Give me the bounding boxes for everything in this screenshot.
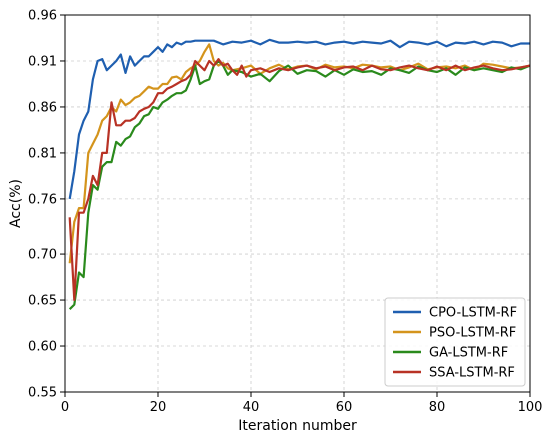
legend-label: GA-LSTM-RF	[429, 346, 508, 361]
x-tick-label: 20	[150, 400, 167, 415]
series-line-1	[68, 43, 531, 264]
y-tick-label: 0.91	[28, 54, 57, 69]
x-tick-label: 40	[243, 400, 260, 415]
series-line-0	[68, 38, 530, 200]
legend-box	[384, 297, 526, 387]
y-tick-label: 0.86	[28, 100, 57, 115]
x-tick-label: 0	[61, 400, 69, 415]
legend-label: PSO-LSTM-RF	[429, 326, 516, 341]
y-tick-label: 0.76	[28, 192, 57, 207]
legend: CPO-LSTM-RF PSO-LSTM-RF GA-LSTM-RF SSA-LSTM…	[384, 297, 526, 387]
x-axis-label: Iteration number	[238, 418, 357, 434]
legend-label: CPO-LSTM-RF	[429, 306, 517, 321]
x-tick-label: 100	[518, 400, 543, 415]
y-axis-label: Acc(%)	[8, 179, 24, 228]
y-axis-ticks: 0.55 0.60 0.65 0.70 0.76 0.81 0.86 0.91 0.96	[28, 9, 65, 401]
series-lines	[68, 38, 531, 310]
y-tick-label: 0.96	[28, 9, 57, 24]
x-axis-ticks: 0 20 40 60 80 100	[61, 392, 543, 415]
plot-frame	[64, 14, 531, 393]
x-tick-label: 60	[336, 400, 353, 415]
y-tick-label: 0.60	[28, 340, 57, 355]
series-line-2	[68, 59, 531, 310]
y-tick-label: 0.70	[28, 248, 57, 263]
x-tick-label: 80	[429, 400, 446, 415]
legend-label: SSA-LSTM-RF	[429, 366, 515, 381]
y-tick-label: 0.65	[28, 294, 57, 309]
y-tick-label: 0.81	[28, 146, 57, 161]
series-line-3	[68, 57, 531, 302]
y-tick-label: 0.55	[28, 386, 57, 401]
